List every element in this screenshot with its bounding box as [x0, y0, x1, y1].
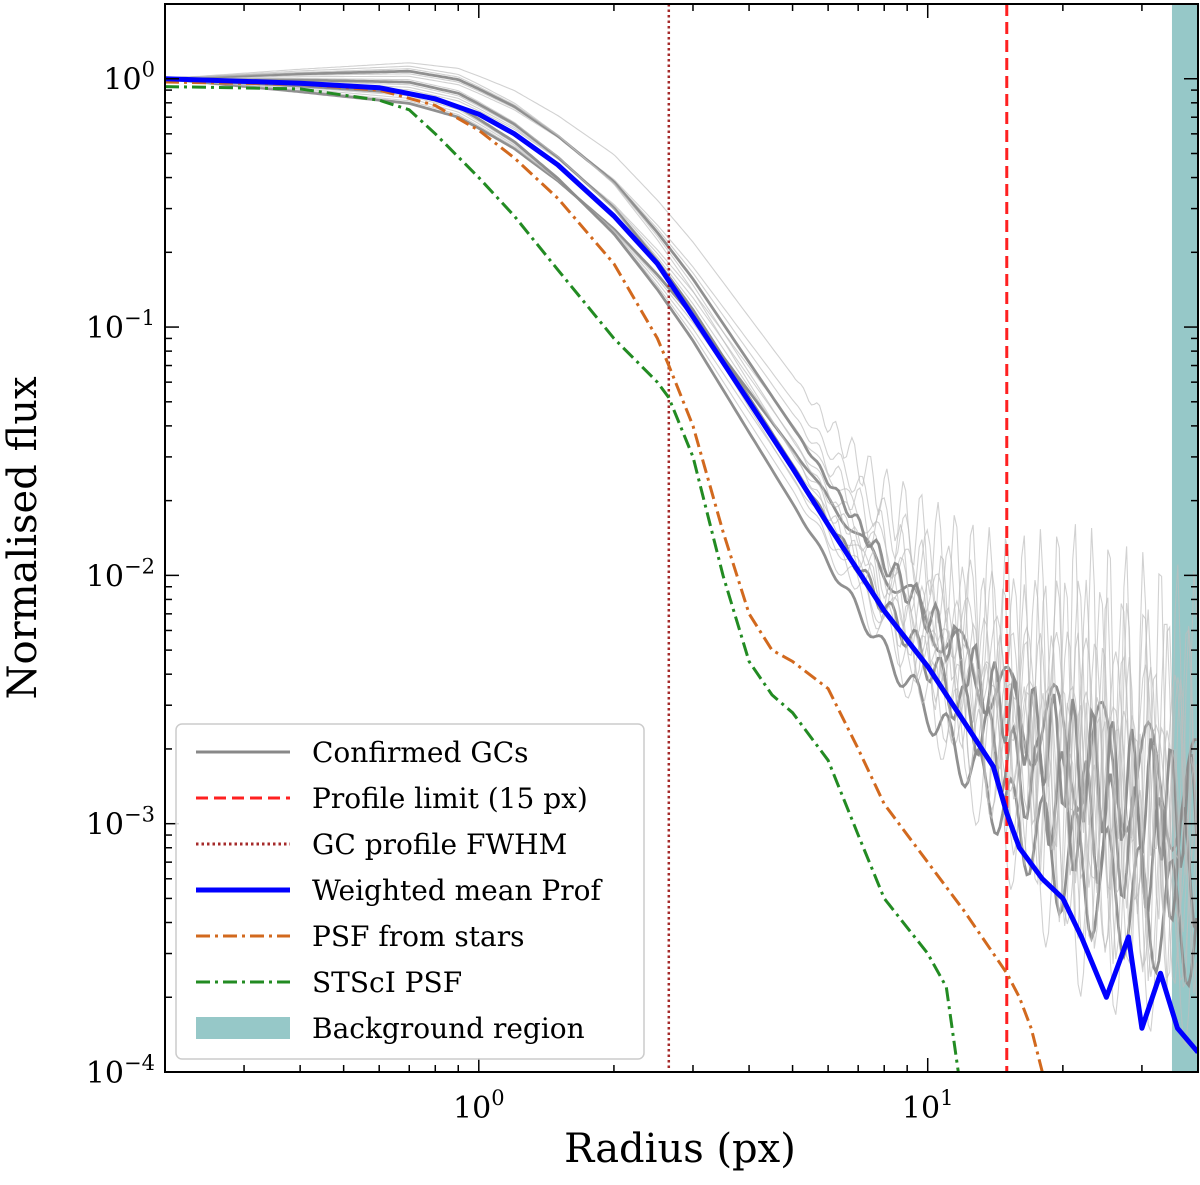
x-axis-title: Radius (px): [564, 1126, 796, 1172]
confirmed-gc-profile: [165, 69, 1198, 868]
stsci-psf-line: [165, 85, 960, 1072]
y-tick-labels: 100 10−1 10−2 10−3 10−4: [86, 58, 155, 1091]
confirmed-gc-profile: [165, 73, 1198, 923]
legend-label: Background region: [312, 1012, 585, 1045]
legend: Confirmed GCs Profile limit (15 px) GC pro…: [175, 723, 645, 1060]
confirmed-gc-profile: [165, 68, 1198, 933]
legend-label: PSF from stars: [312, 920, 524, 953]
confirmed-gc-profile: [165, 77, 1198, 931]
legend-label: GC profile FWHM: [312, 828, 567, 861]
confirmed-gc-profile: [165, 78, 1198, 994]
x-tick-labels: 100 101: [453, 1086, 953, 1126]
y-axis-title: Normalised flux: [0, 376, 46, 700]
y-tick-label: 10−3: [86, 803, 155, 843]
x-tick-label: 100: [453, 1086, 505, 1126]
legend-box: [175, 723, 645, 1060]
legend-label: STScI PSF: [312, 966, 462, 999]
legend-label: Confirmed GCs: [312, 736, 528, 769]
confirmed-gc-profile: [165, 75, 1198, 860]
y-tick-label: 100: [103, 58, 155, 98]
vlines-group: [667, 4, 1009, 1072]
legend-entries: Confirmed GCs Profile limit (15 px) GC pro…: [196, 736, 603, 1045]
legend-label: Profile limit (15 px): [312, 782, 588, 815]
y-tick-label: 10−1: [86, 306, 155, 346]
y-tick-label: 10−2: [86, 554, 155, 594]
y-tick-label: 10−4: [86, 1051, 155, 1091]
x-tick-label: 101: [902, 1086, 954, 1126]
plot-frame: [164, 3, 1199, 1073]
weighted-mean-prof-line: [165, 76, 1198, 1054]
legend-swatch: [196, 1017, 290, 1039]
confirmed-gc-profile: [165, 62, 1198, 876]
legend-label: Weighted mean Prof: [312, 874, 603, 907]
confirmed-gc-profile: [165, 78, 1198, 982]
series-group: [165, 76, 1198, 1072]
confirmed-gc-profile: [165, 78, 1198, 1047]
